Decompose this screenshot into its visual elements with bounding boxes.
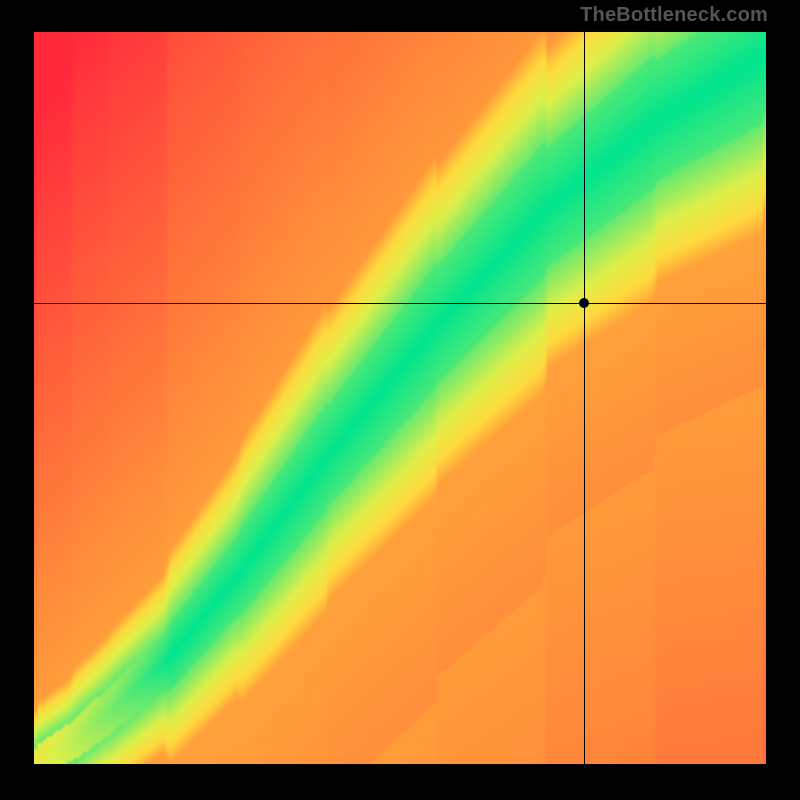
crosshair-marker	[579, 298, 589, 308]
plot-area	[34, 32, 766, 764]
chart-container: TheBottleneck.com	[0, 0, 800, 800]
crosshair-vertical	[584, 32, 585, 764]
watermark-text: TheBottleneck.com	[580, 4, 768, 27]
crosshair-horizontal	[34, 303, 766, 304]
bottleneck-heatmap	[34, 32, 766, 764]
